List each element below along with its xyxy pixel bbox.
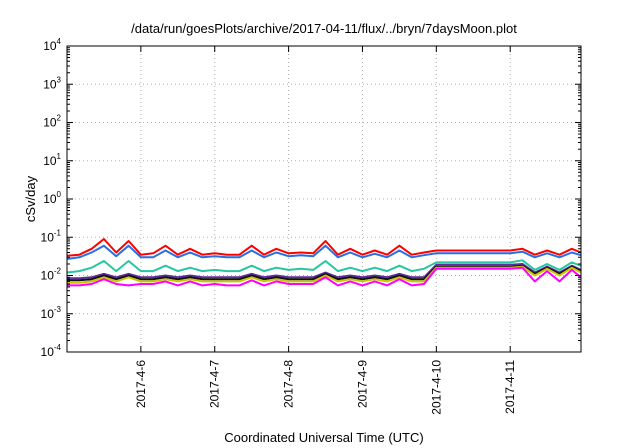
series-line-3	[66, 259, 582, 274]
y-tick-label: 104	[43, 37, 61, 53]
x-tick-label: 2017-4-6	[134, 360, 148, 408]
y-tick-label: 103	[43, 75, 61, 91]
x-axis: 2017-4-6 2017-4-7 2017-4-8 2017-4-9 2017-4-1…	[134, 46, 517, 415]
x-tick-label: 2017-4-9	[355, 360, 369, 408]
x-axis-label: Coordinated Universal Time (UTC)	[224, 430, 423, 445]
grid-lines	[67, 46, 581, 352]
y-tick-label: 10-3	[41, 305, 62, 321]
series-group	[66, 238, 582, 287]
y-axis: 10-4 10-3 10-2 10-1 100 101 102 103 104	[41, 37, 581, 359]
chart-title: /data/run/goesPlots/archive/2017-04-11/f…	[131, 21, 517, 36]
y-tick-label: 100	[43, 190, 61, 206]
x-tick-label: 2017-4-7	[208, 360, 222, 408]
x-tick-label: 2017-4-10	[429, 360, 443, 415]
x-tick-label: 2017-4-11	[503, 360, 517, 414]
y-axis-label: cSv/day	[23, 175, 38, 222]
series-line-4	[67, 263, 582, 280]
y-tick-label: 10-1	[41, 228, 62, 244]
y-tick-label: 10-4	[41, 343, 62, 359]
series-line-7	[67, 266, 582, 287]
series-line-1	[66, 238, 582, 257]
y-tick-label: 102	[43, 114, 61, 130]
x-tick-label: 2017-4-8	[282, 360, 296, 408]
series-line-2	[66, 244, 582, 260]
y-tick-label: 101	[43, 152, 61, 168]
y-tick-label: 10-2	[41, 267, 62, 283]
series-line-6	[67, 265, 582, 284]
